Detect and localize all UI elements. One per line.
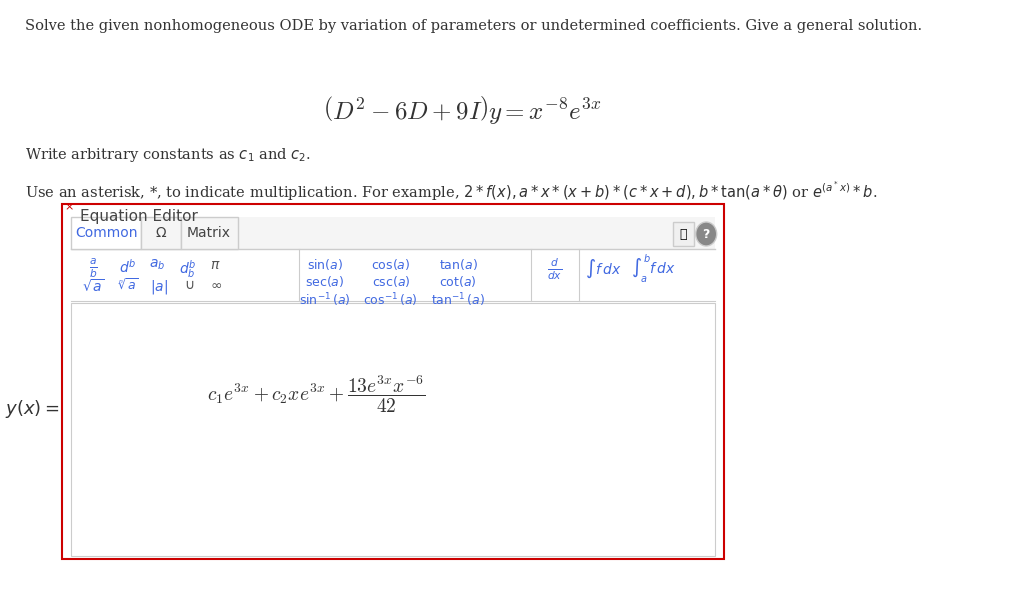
FancyBboxPatch shape [695, 222, 717, 246]
Text: $\frac{d}{dx}$: $\frac{d}{dx}$ [547, 256, 562, 282]
Bar [71, 303, 715, 556]
Bar [71, 217, 141, 249]
Text: ×: × [65, 202, 74, 212]
Text: Ω: Ω [155, 226, 166, 240]
Text: $\sin^{-1}(a)$: $\sin^{-1}(a)$ [299, 291, 351, 309]
Text: $\sqrt{a}$: $\sqrt{a}$ [82, 278, 104, 295]
Text: $\tan(a)$: $\tan(a)$ [439, 257, 477, 272]
Text: $\cot(a)$: $\cot(a)$ [439, 274, 477, 289]
Text: Use an asterisk, *, to indicate multiplication. For example, $2*f(x), a*x*(x+b)*: Use an asterisk, *, to indicate multipli… [25, 179, 877, 203]
FancyBboxPatch shape [673, 222, 694, 246]
Text: Equation Editor: Equation Editor [80, 209, 198, 224]
Bar [141, 217, 180, 249]
Text: ?: ? [702, 228, 710, 241]
Text: $\left(D^{2}-6D+9I\right)y=x^{-8}e^{3x}$: $\left(D^{2}-6D+9I\right)y=x^{-8}e^{3x}$ [324, 94, 602, 126]
Text: $\int_a^b f\,dx$: $\int_a^b f\,dx$ [632, 253, 676, 285]
Bar [71, 217, 715, 249]
Text: $\sqrt[n]{a}$: $\sqrt[n]{a}$ [118, 278, 138, 293]
Text: $\infty$: $\infty$ [210, 278, 221, 292]
Text: $d^b$: $d^b$ [119, 258, 137, 276]
Text: $c_1e^{3x}+c_2xe^{3x}+\dfrac{13e^{3x}x^{-6}}{42}$: $c_1e^{3x}+c_2xe^{3x}+\dfrac{13e^{3x}x^{… [207, 374, 426, 415]
Text: $\cos(a)$: $\cos(a)$ [371, 257, 411, 272]
Text: Write arbitrary constants as $c_1$ and $c_2$.: Write arbitrary constants as $c_1$ and $… [25, 146, 310, 164]
Bar [180, 217, 238, 249]
Text: $y(x)=$: $y(x)=$ [5, 398, 59, 420]
Text: $d^b_b$: $d^b_b$ [179, 258, 197, 280]
Text: $\int f\,dx$: $\int f\,dx$ [585, 258, 622, 280]
Text: $\tan^{-1}(a)$: $\tan^{-1}(a)$ [431, 291, 485, 309]
Text: $|a|$: $|a|$ [150, 278, 168, 296]
FancyBboxPatch shape [62, 204, 724, 559]
Text: Common: Common [75, 226, 137, 240]
Text: 🗑: 🗑 [680, 228, 687, 241]
Text: $\cup$: $\cup$ [184, 278, 195, 292]
Text: Matrix: Matrix [186, 226, 230, 240]
Text: $\sin(a)$: $\sin(a)$ [307, 257, 343, 272]
Text: $\frac{a}{b}$: $\frac{a}{b}$ [89, 257, 97, 280]
Text: $\csc(a)$: $\csc(a)$ [372, 274, 411, 289]
Text: Solve the given nonhomogeneous ODE by variation of parameters or undetermined co: Solve the given nonhomogeneous ODE by va… [25, 19, 922, 33]
Text: $\pi$: $\pi$ [210, 258, 221, 272]
Text: $\cos^{-1}(a)$: $\cos^{-1}(a)$ [364, 291, 418, 309]
Text: $\sec(a)$: $\sec(a)$ [305, 274, 345, 289]
Text: $a_b$: $a_b$ [148, 258, 165, 273]
